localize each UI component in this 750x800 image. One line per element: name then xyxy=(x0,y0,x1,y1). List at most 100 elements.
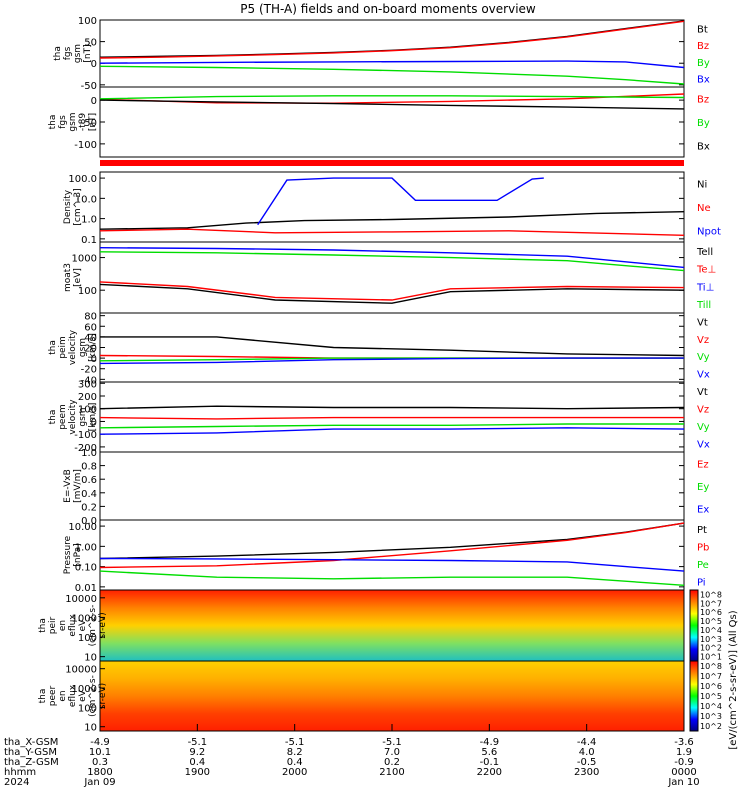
panel-fgs-ylabel: tha fgs gsm [nT] xyxy=(53,44,93,63)
x-axis-layer: tha_X-GSM -4.9 -5.1 -5.1 -5.1 -4.9 -4.4 -3.6 tha… xyxy=(4,724,700,788)
y-tick-label: 0.10 xyxy=(75,563,97,574)
legend-label: Vt xyxy=(697,387,708,398)
colorbar-tick-label: 10^4 xyxy=(700,702,722,711)
spectrogram-peer-ylabel: tha peer en eflux eV (cm^2-s-sr-eV) xyxy=(38,675,108,717)
x-axis-value: 1900 xyxy=(185,767,210,778)
panel-efield-ylabel-line: [mV/m] xyxy=(73,469,83,503)
y-tick-label: 50 xyxy=(84,38,97,49)
y-tick-label: -50 xyxy=(81,81,97,92)
panel-temperature-ylabel-line: [eV] xyxy=(73,268,83,287)
y-tick-label: 40 xyxy=(84,333,97,344)
x-axis-row-label: tha_Y-GSM xyxy=(4,747,57,758)
legend-label: Ti⊥ xyxy=(696,282,714,293)
y-tick-label: 0.6 xyxy=(81,475,97,486)
legend-label: Bz xyxy=(697,95,709,106)
spectrogram-peer-ylabel-line: eV xyxy=(78,689,88,702)
spectrogram-fill xyxy=(100,590,684,661)
panel-peem-velocity-ylabel-line: [km/s] xyxy=(88,403,98,432)
legend-label: Pe xyxy=(697,560,709,571)
x-axis-value: 2100 xyxy=(379,767,404,778)
y-tick-label: 1000 xyxy=(72,613,97,624)
x-axis-value: 7.0 xyxy=(384,747,400,758)
panel-fgs-ylabel-line: fgs xyxy=(63,46,73,60)
x-axis-value: -4.4 xyxy=(577,737,597,748)
y-tick-label: 1000 xyxy=(72,684,97,695)
series-line-density xyxy=(99,228,685,236)
panel-density-ylabel: Density [cm^-3] xyxy=(63,188,83,225)
y-tick-label: 100 xyxy=(78,286,97,297)
x-axis-value: 1.9 xyxy=(676,747,692,758)
panel-peem-velocity-ylabel-line: tha xyxy=(48,410,58,425)
spectrogram-peir-ylabel-line: sr-eV) xyxy=(98,612,108,638)
legend-label: By xyxy=(697,58,710,69)
spectrogram-peir-ylabel-line: en xyxy=(58,620,68,631)
spectrogram-peer-ylabel-line: (cm^2-s- xyxy=(88,675,98,717)
panel-temperature-ylabel: moat3 [eV] xyxy=(63,263,83,292)
y-tick-label: 1000 xyxy=(72,254,97,265)
panel-fgs: 100 50 0 -50 tha fgs gsm [nT] Bt Bz By Bx xyxy=(53,16,710,92)
legend-label: Pt xyxy=(697,525,707,536)
series-line-fgs-t89 xyxy=(99,99,685,110)
legend-label: Ex xyxy=(697,505,709,516)
y-tick-label: 0 xyxy=(91,59,97,70)
x-axis-value: 2000 xyxy=(282,767,307,778)
panel-peim-velocity-ylabel-line: velocity xyxy=(68,329,78,365)
x-axis-value: 0000 xyxy=(671,767,696,778)
x-axis-value: -0.5 xyxy=(577,757,597,768)
y-tick-label: 300 xyxy=(78,379,97,390)
colorbar-label: [eV/(cm^2-s-sr-eV)] (All Qs) xyxy=(728,610,739,749)
spectrogram-peir-ylabel-line: tha xyxy=(38,618,48,633)
x-axis-value: 5.6 xyxy=(481,747,497,758)
x-axis-value: -5.1 xyxy=(285,737,305,748)
y-tick-label: 0.8 xyxy=(81,462,97,473)
panel-frame xyxy=(99,19,685,88)
colorbar-tick-label: 10^4 xyxy=(700,626,722,635)
spectrogram-peer-ylabel-line: peer xyxy=(48,685,58,706)
y-tick-label: 100.0 xyxy=(68,174,97,185)
legend-label: Ne xyxy=(697,203,711,214)
y-tick-label: 1.0 xyxy=(81,215,97,226)
y-tick-label: 10000 xyxy=(65,594,97,605)
y-tick-label: -50 xyxy=(81,118,97,129)
y-tick-label: -100 xyxy=(74,140,97,151)
legend-label: Bx xyxy=(697,75,710,86)
x-axis-value: -5.1 xyxy=(382,737,402,748)
colorbar-tick-label: 10^6 xyxy=(700,682,722,691)
y-tick-label: 0.01 xyxy=(75,583,97,594)
flag-bar xyxy=(100,160,684,166)
x-axis-value: 8.2 xyxy=(287,747,303,758)
legend-label: Vy xyxy=(697,422,710,433)
panel-density-ylabel-line: [cm^-3] xyxy=(73,188,83,225)
x-axis-value: -0.1 xyxy=(480,757,500,768)
series-line-pressure xyxy=(99,570,685,586)
colorbar-tick-label: 10^8 xyxy=(700,590,722,599)
panel-peim-velocity-ylabel-line: [km/s] xyxy=(88,333,98,362)
y-tick-label: -20 xyxy=(81,365,97,376)
panel-frame xyxy=(99,312,685,383)
legend-label: Ez xyxy=(697,459,709,470)
y-tick-label: -200 xyxy=(74,443,97,454)
x-axis-row-label: tha_X-GSM xyxy=(4,737,58,748)
legend-label: Vx xyxy=(697,369,710,380)
colorbar-tick-label: 10^7 xyxy=(700,672,722,681)
legend-label: Vz xyxy=(697,404,709,415)
series-line-fgs xyxy=(99,60,685,69)
legend-label: Vy xyxy=(697,352,710,363)
y-tick-label: 0 xyxy=(91,354,97,365)
x-axis-value: Jan 09 xyxy=(83,777,115,788)
spectrogram-peer: 10000 1000 100 10 tha peer en eflux eV (cm^2-s-sr… xyxy=(38,660,722,734)
x-axis-row-label: tha_Z-GSM xyxy=(4,757,59,768)
panel-efield-ylabel: E=-VxB [mV/m] xyxy=(63,469,83,503)
y-tick-label: 100 xyxy=(78,405,97,416)
panel-fgs-ylabel-line: [nT] xyxy=(83,44,93,62)
panel-fgs-t89: 0 -50 -100 tha fgs gsm -t89 [nT] Bz By Bx xyxy=(48,86,710,158)
spectrogram-peir-ylabel-line: (cm^2-s- xyxy=(88,605,98,647)
panel-temperature-ylabel-line: moat3 xyxy=(63,263,73,292)
colorbar xyxy=(689,589,699,662)
panel-frame xyxy=(99,451,685,521)
